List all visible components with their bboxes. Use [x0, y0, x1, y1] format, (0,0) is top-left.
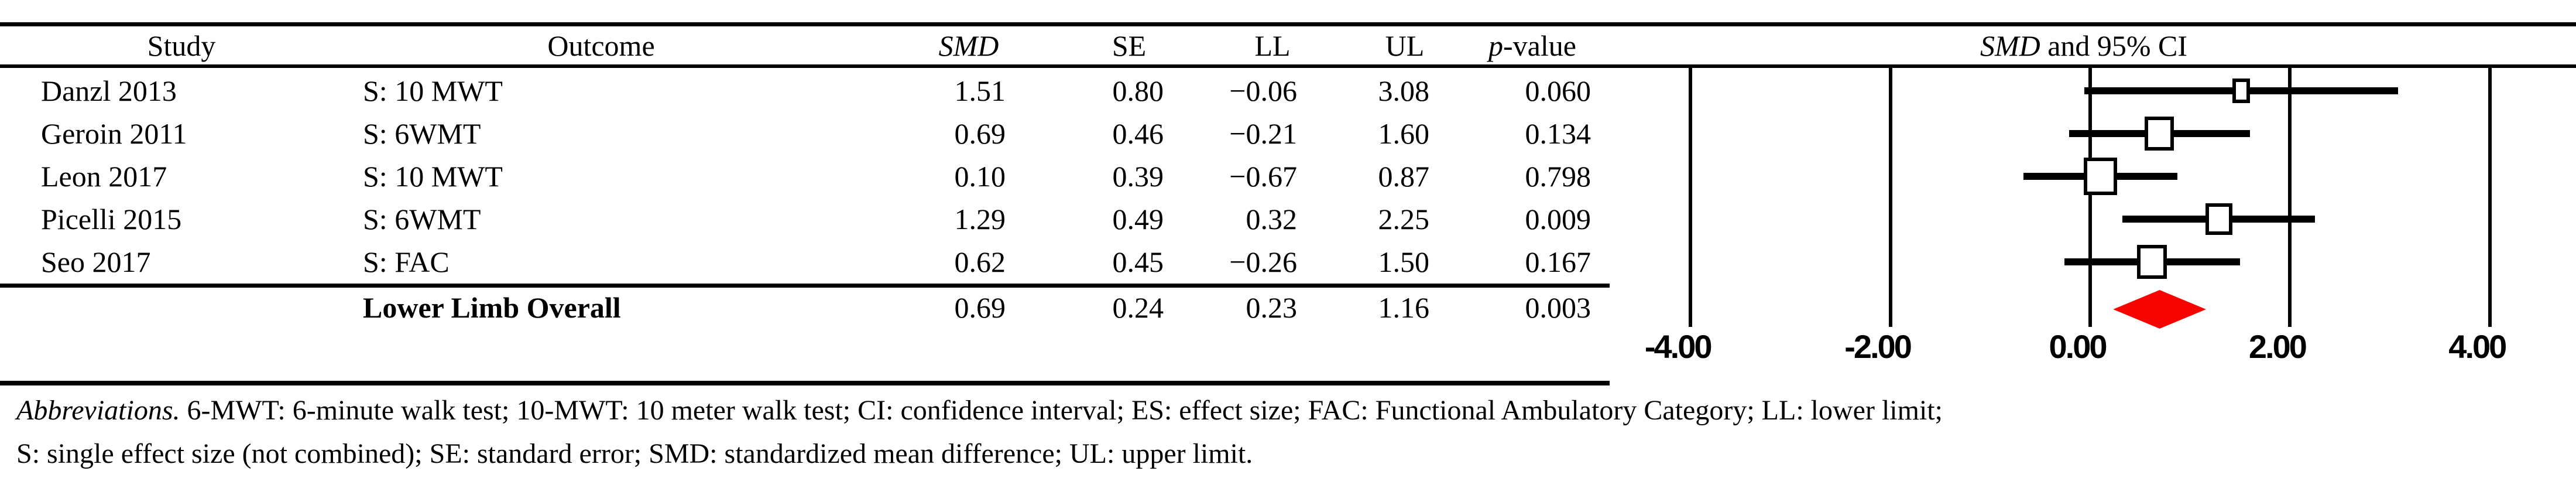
axis-gridline: [2488, 68, 2492, 327]
column-header-se: SE: [1112, 29, 1147, 62]
p-value-header-rest: -value: [1503, 29, 1576, 62]
ll-cell: −0.21: [1229, 117, 1297, 150]
footnote-lead-italic: Abbreviations.: [16, 395, 180, 426]
p-value-cell: 0.009: [1525, 203, 1591, 236]
smd-cell: 0.10: [954, 160, 1006, 193]
table-row-overall: Lower Limb Overall 0.69 0.24 0.23 1.16 0…: [0, 286, 1604, 329]
column-header-study: Study: [147, 29, 216, 62]
outcome-cell: S: 10 MWT: [363, 74, 503, 107]
plot-header-italic-smd: SMD: [1980, 29, 2040, 62]
footnote-line-1-text: 6-MWT: 6-minute walk test; 10-MWT: 10 me…: [180, 395, 1943, 426]
axis-tick-label: 2.00: [2248, 328, 2307, 365]
smd-cell: 0.62: [954, 245, 1006, 278]
axis-tick-label: -4.00: [1644, 328, 1713, 365]
smd-cell: 1.29: [954, 203, 1006, 236]
study-cell: Leon 2017: [41, 160, 167, 193]
p-value-header-italic-p: p: [1488, 29, 1504, 62]
effect-size-square: [2137, 245, 2167, 279]
table-row: Picelli 2015 S: 6WMT 1.29 0.49 0.32 2.25…: [0, 197, 1604, 241]
smd-cell: 0.69: [954, 291, 1006, 324]
p-value-cell: 0.060: [1525, 74, 1591, 107]
smd-cell: 1.51: [954, 74, 1006, 107]
ul-cell: 3.08: [1378, 74, 1430, 107]
study-cell: Seo 2017: [41, 245, 151, 278]
ul-cell: 1.50: [1378, 245, 1430, 278]
p-value-cell: 0.134: [1525, 117, 1591, 150]
footnote-line-1: Abbreviations. 6-MWT: 6-minute walk test…: [16, 389, 2574, 432]
outcome-cell: S: 6WMT: [363, 203, 481, 236]
table-row: Geroin 2011 S: 6WMT 0.69 0.46 −0.21 1.60…: [0, 112, 1604, 155]
table-header-rule: [0, 64, 2576, 68]
p-value-cell: 0.167: [1525, 245, 1591, 278]
table-row: Leon 2017 S: 10 MWT 0.10 0.39 −0.67 0.87…: [0, 155, 1604, 198]
axis-gridline: [1888, 68, 1892, 327]
ul-cell: 1.60: [1378, 117, 1430, 150]
ul-cell: 2.25: [1378, 203, 1430, 236]
se-cell: 0.45: [1112, 245, 1164, 278]
se-cell: 0.24: [1112, 291, 1164, 324]
ll-cell: −0.67: [1229, 160, 1297, 193]
ll-cell: 0.32: [1246, 203, 1298, 236]
table-bottom-rule: [0, 381, 1610, 385]
outcome-cell: S: 6WMT: [363, 117, 481, 150]
outcome-cell: S: 10 MWT: [363, 160, 503, 193]
effect-size-square: [2144, 117, 2174, 151]
ll-cell: 0.23: [1246, 291, 1298, 324]
table-row: Seo 2017 S: FAC 0.62 0.45 −0.26 1.50 0.1…: [0, 240, 1604, 284]
column-header-ll: LL: [1254, 29, 1291, 62]
axis-gridline: [1689, 68, 1693, 327]
overall-effect-diamond: [2113, 290, 2206, 329]
axis-tick-label: 4.00: [2448, 328, 2507, 365]
effect-size-square: [2232, 79, 2250, 103]
footnote-line-2: S: single effect size (not combined); SE…: [16, 438, 1253, 469]
plot-header-smd-95ci: SMD and 95% CI: [1674, 28, 2493, 63]
ll-cell: −0.06: [1229, 74, 1297, 107]
se-cell: 0.39: [1112, 160, 1164, 193]
study-cell: Picelli 2015: [41, 203, 182, 236]
effect-size-square: [2205, 203, 2233, 235]
se-cell: 0.49: [1112, 203, 1164, 236]
outcome-cell: S: FAC: [363, 245, 450, 278]
se-cell: 0.80: [1112, 74, 1164, 107]
axis-tick-label: -2.00: [1844, 328, 1912, 365]
ul-cell: 0.87: [1378, 160, 1430, 193]
se-cell: 0.46: [1112, 117, 1164, 150]
axis-tick-label: 0.00: [2049, 328, 2108, 365]
axis-gridline: [2088, 68, 2092, 327]
overall-label: Lower Limb Overall: [363, 291, 621, 324]
ul-cell: 1.16: [1378, 291, 1430, 324]
study-cell: Geroin 2011: [41, 117, 187, 150]
p-value-cell: 0.003: [1525, 291, 1591, 324]
axis-gridline: [2288, 68, 2292, 327]
abbreviations-footnote: Abbreviations. 6-MWT: 6-minute walk test…: [16, 389, 2574, 476]
table-row: Danzl 2013 S: 10 MWT 1.51 0.80 −0.06 3.0…: [0, 69, 1604, 112]
p-value-cell: 0.798: [1525, 160, 1591, 193]
ll-cell: −0.26: [1229, 245, 1297, 278]
column-header-ul: UL: [1385, 29, 1425, 62]
column-header-p-value: p-value: [1456, 28, 1608, 63]
smd-cell: 0.69: [954, 117, 1006, 150]
table-top-rule: [0, 22, 2576, 26]
effect-size-square: [2083, 158, 2117, 195]
plot-header-rest: and 95% CI: [2040, 29, 2188, 62]
table-summary-rule: [0, 284, 1610, 288]
study-cell: Danzl 2013: [41, 74, 177, 107]
column-header-outcome: Outcome: [547, 29, 655, 62]
column-header-smd: SMD: [938, 29, 999, 62]
